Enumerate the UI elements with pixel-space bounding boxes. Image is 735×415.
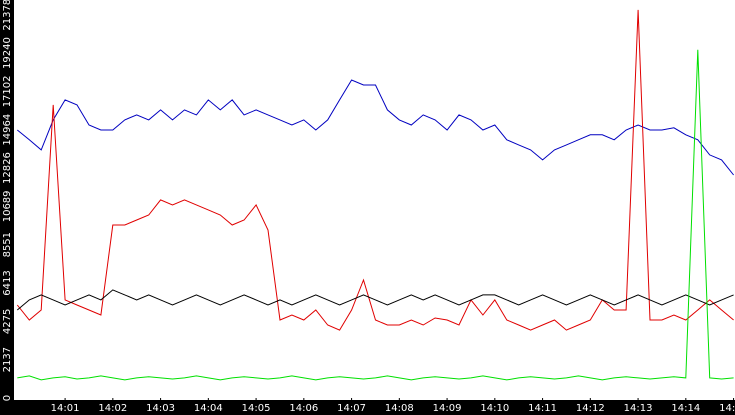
x-tick-label: 14:01 [51, 403, 80, 414]
y-tick-label: 4275 [2, 309, 13, 334]
x-tick-label: 14:02 [98, 403, 127, 414]
y-axis-band [0, 0, 14, 415]
series-line [16, 9, 734, 331]
x-tick-label: 14:06 [289, 403, 318, 414]
y-tick-label: 0 [2, 395, 13, 401]
series-line [16, 79, 734, 176]
x-axis-band [0, 400, 735, 415]
y-tick-label: 8551 [2, 232, 13, 257]
x-tick-label: 14:10 [480, 403, 509, 414]
y-tick-label: 19240 [2, 37, 13, 69]
x-tick-label: 14:07 [337, 403, 366, 414]
x-tick-label: 14:09 [433, 403, 462, 414]
x-tick-label: 14:08 [385, 403, 414, 414]
y-tick-label: 14964 [2, 114, 13, 146]
x-tick-label: 14:15 [719, 403, 735, 414]
x-tick-label: 14:03 [146, 403, 175, 414]
x-tick-label: 14:04 [194, 403, 223, 414]
y-tick-label: 17102 [2, 75, 13, 107]
x-tick-label: 14:14 [671, 403, 700, 414]
x-tick-label: 14:05 [242, 403, 271, 414]
y-tick-label: 6413 [2, 270, 13, 295]
series-line [16, 289, 734, 311]
y-tick-label: 2137 [2, 347, 13, 372]
y-tick-label: 12826 [2, 152, 13, 184]
x-tick-label: 14:13 [624, 403, 653, 414]
series-line [17, 49, 734, 381]
y-tick-label: 10689 [2, 190, 13, 222]
x-tick-label: 14:11 [528, 403, 557, 414]
x-tick-label: 14:12 [576, 403, 605, 414]
y-tick-label: 21378 [2, 0, 13, 31]
